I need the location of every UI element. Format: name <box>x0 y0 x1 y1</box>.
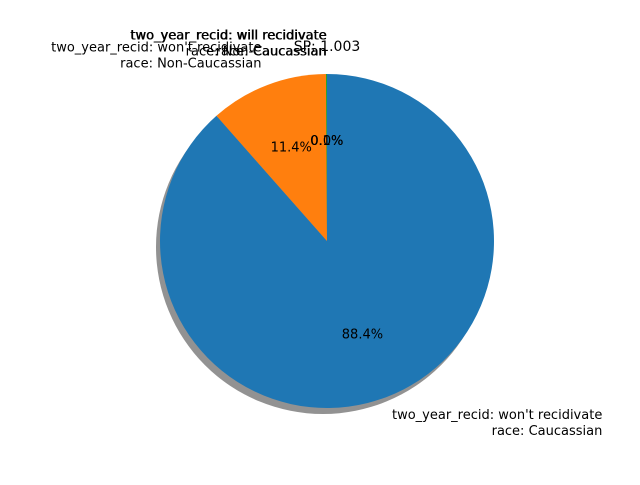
pie-pct-label-0: 88.4% <box>342 328 383 343</box>
pie-slice-0 <box>160 74 494 409</box>
pie-slice-label-0: two_year_recid: won't recidivate race: Ca… <box>392 408 602 439</box>
pie-pct-labels: 88.4% 11.4%0.1%0.0% <box>271 134 384 343</box>
chart-title: SP: 1.003 <box>294 39 361 55</box>
pie-slices <box>160 74 494 409</box>
pie-slice-label-1: two_year_recid: won't recidivate race: No… <box>51 40 261 71</box>
pie-pct-label-2: 0.1% <box>310 134 343 149</box>
pie-slice-labels: two_year_recid: won't recidivate race: Ca… <box>51 28 602 439</box>
pie-slice-label-3: two_year_recid: will recidivate race: Non… <box>131 28 327 59</box>
pie-pct-label-3: 0.0% <box>310 134 343 149</box>
pie-slice-2 <box>325 74 327 241</box>
pie-slice-1 <box>216 74 327 242</box>
pie-pct-label-1: 11.4% <box>271 140 312 155</box>
pie-slice-label-2: two_year_recid: will recidivate race: Cau… <box>130 28 326 59</box>
